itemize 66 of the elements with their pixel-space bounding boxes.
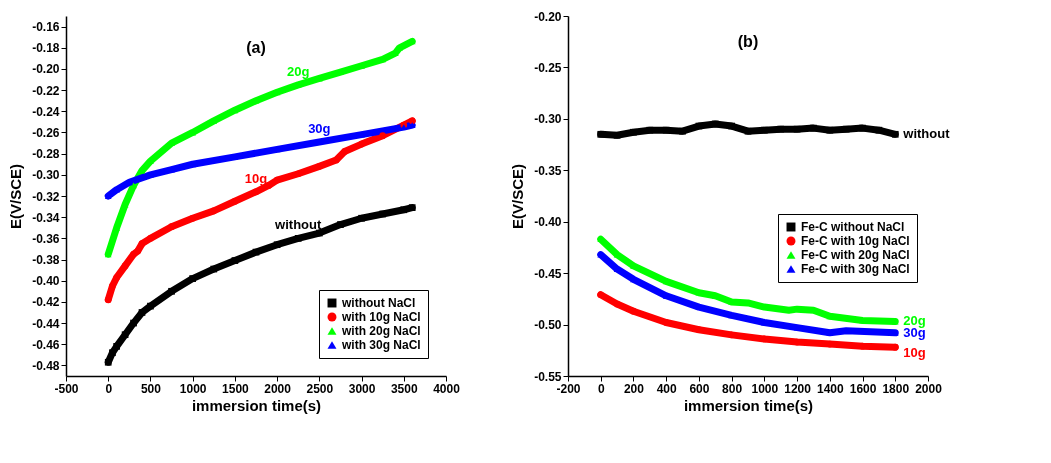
text: (a)	[246, 39, 266, 56]
y-tick-label: -0.26	[32, 125, 60, 140]
legend-label: Fe-C with 30g NaCl	[801, 262, 910, 276]
x-tick-label: 1800	[882, 381, 910, 396]
legend-label: with 20g NaCl	[341, 324, 421, 338]
text: (b)	[737, 33, 759, 50]
annotation: without	[902, 126, 951, 142]
y-tick-label: -0.28	[32, 147, 60, 162]
x-tick-label: 0	[105, 381, 113, 396]
x-tick-label: 2000	[264, 381, 292, 396]
x-axis-title: immersion time(s)	[191, 396, 322, 414]
x-tick-label: 1400	[816, 381, 844, 396]
x-tick-label: 4000	[433, 381, 461, 396]
x-tick-label: 0	[597, 381, 605, 396]
y-tick-label: -0.55	[534, 369, 562, 384]
x-tick-label: 400	[656, 381, 678, 396]
y-tick-label: -0.20	[534, 9, 562, 24]
y-tick-label: -0.34	[32, 210, 60, 225]
x-tick-label: 200	[623, 381, 645, 396]
x-tick-label: 500	[140, 381, 162, 396]
y-tick-label: -0.40	[32, 274, 60, 289]
y-tick-label: -0.35	[534, 163, 562, 178]
legend-label: with 10g NaCl	[341, 310, 421, 324]
y-tick-label: -0.18	[32, 41, 60, 56]
annotation: 10g	[903, 345, 926, 361]
x-tick-label: -500	[54, 381, 79, 396]
y-tick-label: -0.38	[32, 253, 60, 268]
x-tick-label: 1000	[179, 381, 207, 396]
x-axis-title: immersion time(s)	[683, 396, 814, 414]
y-tick-label: -0.45	[534, 266, 562, 281]
x-tick-label: 1000	[751, 381, 779, 396]
x-tick-label: 600	[689, 381, 710, 396]
y-tick-label: -0.22	[32, 83, 60, 98]
y-tick-label: -0.30	[32, 168, 60, 183]
y-tick-label: -0.50	[534, 318, 562, 333]
legend-label: without NaCl	[341, 296, 416, 310]
x-tick-label: 2000	[915, 381, 943, 396]
y-tick-label: -0.25	[534, 60, 562, 75]
y-tick-label: -0.46	[32, 337, 60, 352]
annotation: without	[274, 217, 322, 233]
y-axis-title: E(V/SCE)	[7, 163, 25, 230]
annotation: 30g	[308, 121, 331, 136]
y-tick-label: -0.24	[32, 104, 60, 119]
legend-label: Fe-C with 10g NaCl	[801, 234, 910, 248]
y-tick-label: -0.16	[32, 20, 60, 35]
y-tick-label: -0.42	[32, 295, 60, 310]
x-tick-label: 1200	[784, 381, 812, 396]
legend-label: Fe-C without NaCl	[801, 220, 905, 234]
y-tick-label: -0.40	[534, 215, 562, 230]
y-tick-label: -0.36	[32, 231, 60, 246]
y-tick-label: -0.30	[534, 112, 562, 127]
x-tick-label: 3000	[348, 381, 376, 396]
legend-label: with 30g NaCl	[341, 338, 421, 352]
x-tick-label: 800	[722, 381, 743, 396]
y-axis-title: E(V/SCE)	[509, 163, 527, 230]
x-tick-label: 2500	[306, 381, 334, 396]
y-tick-label: -0.20	[32, 62, 60, 77]
x-tick-label: 1600	[849, 381, 877, 396]
x-tick-label: 3500	[390, 381, 418, 396]
x-tick-label: -200	[556, 381, 581, 396]
annotation: 20g	[287, 63, 310, 79]
x-tick-label: 1500	[222, 381, 250, 396]
y-tick-label: -0.32	[32, 189, 60, 204]
y-tick-label: -0.48	[32, 358, 60, 373]
y-tick-label: -0.44	[32, 316, 60, 331]
legend-label: Fe-C with 20g NaCl	[801, 248, 910, 262]
